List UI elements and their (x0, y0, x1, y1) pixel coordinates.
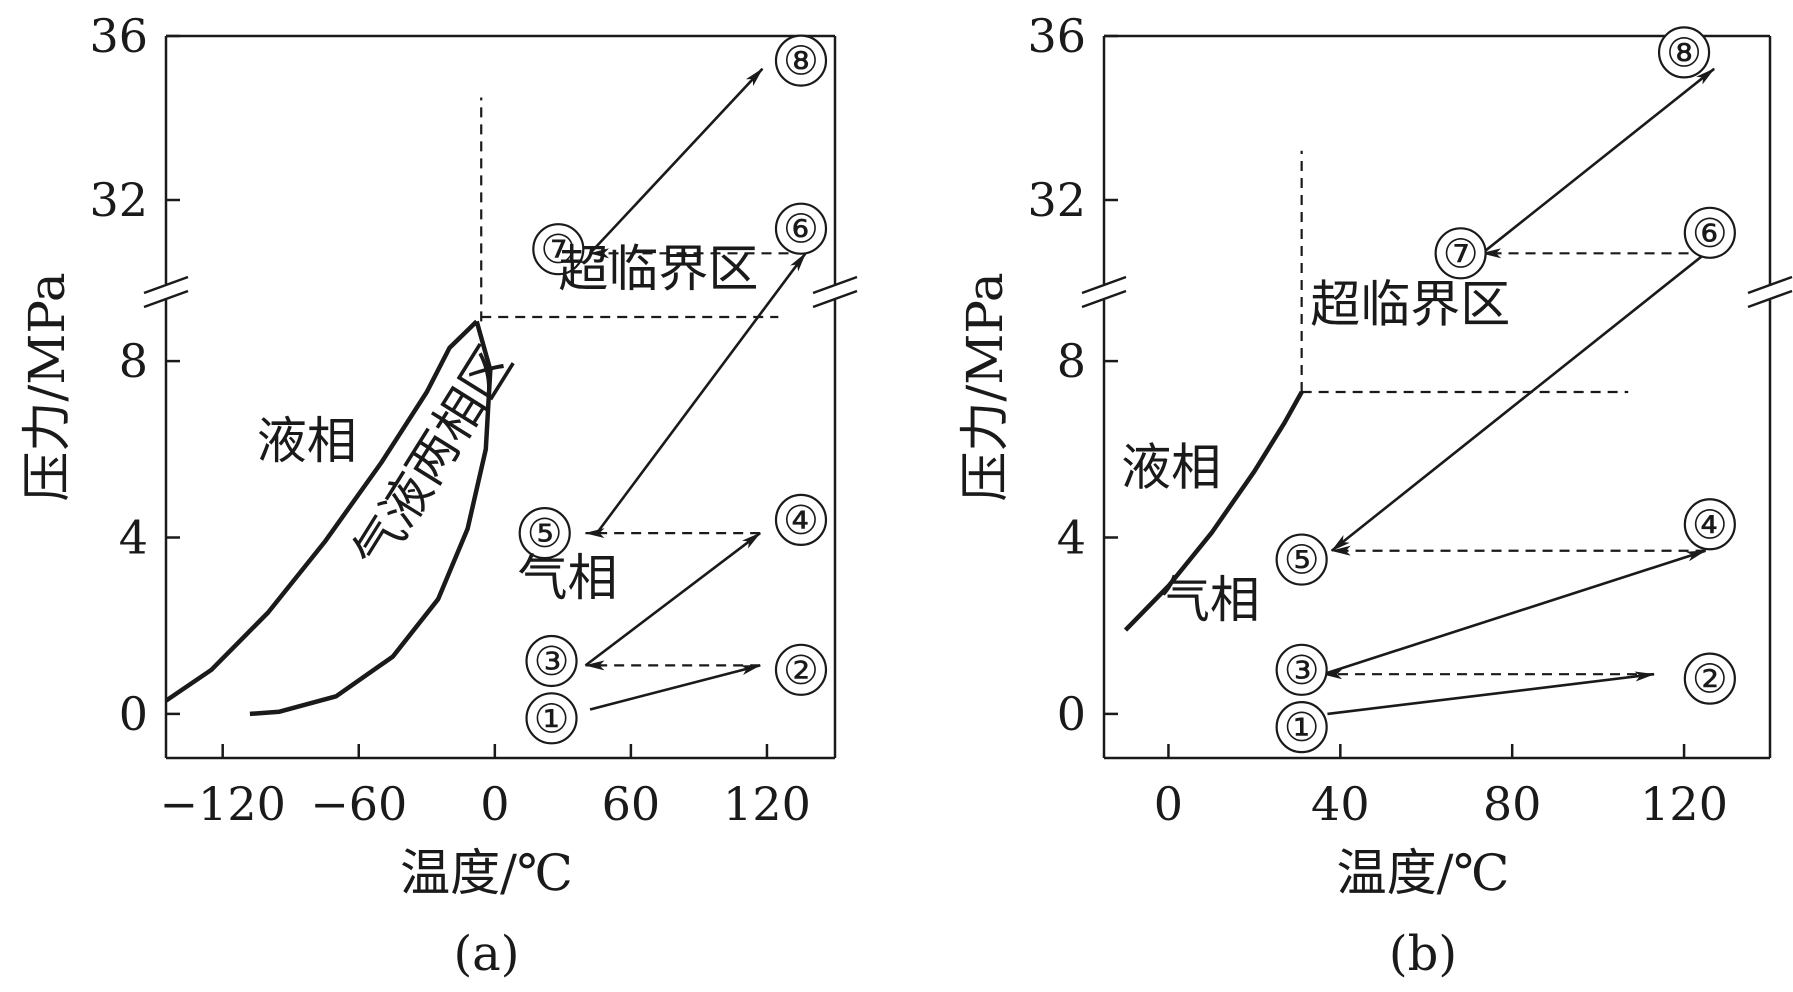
state-marker-label: ⑥ (1692, 211, 1728, 257)
state-marker-label: ⑦ (540, 227, 576, 273)
state-marker-circle (774, 643, 828, 696)
axis-break-mark (143, 275, 189, 295)
y-tick-label: 4 (1057, 511, 1086, 565)
process-arrow (1322, 549, 1707, 676)
region-label: 气液两相区 (342, 336, 524, 579)
state-marker-circle (525, 692, 578, 745)
axis-break-mark (1747, 275, 1793, 295)
process-arrow (1327, 671, 1655, 716)
region-label: 超临界区 (1310, 275, 1510, 333)
x-tick-label: 60 (602, 777, 661, 831)
axis-break-mark (143, 289, 189, 309)
region-label: 气相 (518, 549, 618, 607)
chart-panel-a: 0 4 8 32 36 −120 −60 0 60 120 温度/℃ 压力/MPa (a) ① ② ③ ④ ⑤ ⑥ ⑦… (18, 9, 858, 982)
region-label: 超临界区 (558, 240, 758, 298)
y-tick-label: 0 (119, 687, 148, 741)
axis-break-mark (812, 289, 858, 309)
state-marker-circle (1434, 227, 1487, 280)
state-marker-circle (1275, 701, 1328, 754)
state-marker-label: ⑧ (783, 39, 819, 85)
chart-panel-b: 0 4 8 32 36 0 40 80 120 温度/℃ 压力/MPa (b) ① ② ③ ④ ⑤ ⑥ ⑦ ⑧ 液相气相… (956, 9, 1793, 982)
axis-break-mark (1081, 289, 1127, 309)
x-tick-label: 80 (1483, 777, 1542, 831)
state-marker-circle (1657, 26, 1711, 79)
process-arrow (1481, 67, 1715, 255)
saturation-curve-line (1123, 390, 1304, 632)
state-marker-label: ⑦ (1443, 231, 1479, 277)
state-marker-circle (1683, 206, 1736, 259)
state-marker-circle (532, 223, 585, 276)
x-tick-label: 120 (1640, 777, 1728, 831)
x-tick-label: −120 (160, 777, 286, 831)
process-arrow (589, 67, 764, 255)
x-tick-label: 0 (1154, 777, 1183, 831)
y-tick-label: 36 (1027, 9, 1086, 63)
process-arrow (584, 532, 761, 667)
state-marker-label: ① (534, 696, 570, 742)
state-marker-label: ④ (1692, 502, 1728, 548)
state-marker-circle (525, 634, 578, 688)
y-tick-label: 0 (1057, 687, 1086, 741)
state-marker-label: ⑧ (1666, 30, 1702, 76)
dew-curve-line (249, 320, 493, 717)
y-tick-label: 8 (1057, 334, 1086, 388)
x-tick-label: 120 (723, 777, 811, 831)
region-label: 液相 (1121, 439, 1221, 497)
x-tick-label: 0 (480, 777, 509, 831)
state-marker-circle (774, 202, 828, 255)
panel-label: (a) (453, 926, 519, 982)
state-marker-label: ③ (1284, 648, 1320, 694)
axis-break-mark (812, 275, 858, 295)
state-marker-circle (518, 506, 571, 560)
x-axis-label: 温度/℃ (1337, 844, 1510, 902)
process-arrow (595, 252, 807, 534)
state-marker-label: ⑤ (527, 511, 563, 557)
y-tick-label: 36 (89, 9, 148, 63)
process-arrow (1330, 252, 1707, 552)
y-tick-label: 4 (119, 511, 148, 565)
state-marker-circle (774, 34, 828, 87)
region-label: 气相 (1160, 571, 1260, 629)
state-marker-label: ③ (534, 639, 570, 685)
y-axis-label: 压力/MPa (956, 272, 1014, 501)
state-marker-label: ② (783, 648, 819, 694)
state-marker-circle (1275, 643, 1328, 696)
state-marker-label: ⑤ (1284, 538, 1320, 584)
state-marker-circle (1683, 652, 1736, 705)
state-marker-circle (1275, 533, 1328, 586)
x-tick-label: −60 (310, 777, 407, 831)
state-marker-label: ④ (783, 498, 819, 544)
state-marker-label: ⑥ (783, 207, 819, 253)
state-marker-label: ① (1284, 705, 1320, 751)
y-axis-label: 压力/MPa (18, 272, 76, 501)
y-tick-label: 8 (119, 334, 148, 388)
state-marker-circle (1683, 498, 1736, 551)
region-label: 液相 (257, 412, 357, 470)
bubble-curve-line (164, 319, 479, 703)
process-arrow (589, 664, 762, 711)
y-tick-label: 32 (1027, 173, 1086, 227)
panel-label: (b) (1389, 926, 1457, 982)
y-tick-label: 32 (89, 173, 148, 227)
x-tick-label: 40 (1311, 777, 1370, 831)
x-axis-label: 温度/℃ (400, 844, 573, 902)
axis-break-mark (1747, 289, 1793, 309)
state-marker-circle (774, 493, 828, 546)
axis-break-mark (1081, 275, 1127, 295)
state-marker-label: ② (1692, 657, 1728, 703)
